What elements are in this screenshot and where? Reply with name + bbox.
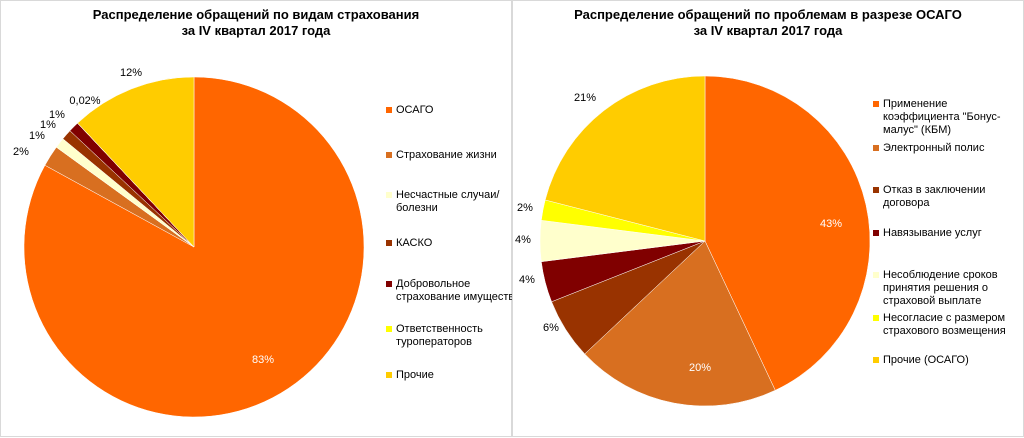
data-label: 2% xyxy=(517,202,533,214)
legend-item: КАСКО xyxy=(386,237,536,250)
legend-label: Навязывание услуг xyxy=(883,227,982,239)
legend-item: Прочие xyxy=(386,369,536,382)
pie-slice xyxy=(584,240,776,407)
legend-item: Навязывание услуг xyxy=(873,227,1023,240)
legend-swatch xyxy=(873,272,879,278)
chart-osago-problems: Распределение обращений по проблемам в р… xyxy=(512,0,1024,437)
legend-swatch xyxy=(873,145,879,151)
title-line: Распределение обращений по видам страхов… xyxy=(92,7,420,22)
legend-swatch xyxy=(386,240,392,246)
legend-item: Страхование жизни xyxy=(386,149,536,162)
legend-swatch xyxy=(386,372,392,378)
legend-item: ОСАГО xyxy=(386,104,536,117)
legend-label: Отказ в заключении договора xyxy=(883,184,986,209)
legend-swatch xyxy=(873,315,879,321)
title-line: за IV квартал 2017 года xyxy=(693,23,843,38)
data-label: 20% xyxy=(689,362,711,374)
pie: 83%2%1%1%1%0,02%12% xyxy=(13,67,365,418)
data-label: 4% xyxy=(519,274,535,286)
legend-label: Страхование жизни xyxy=(396,149,497,161)
legend-item: Несоблюдение сроков принятия решения о с… xyxy=(873,269,1023,308)
legend-swatch xyxy=(873,101,879,107)
legend-swatch xyxy=(386,326,392,332)
data-label: 12% xyxy=(120,67,142,79)
pie-slice xyxy=(544,75,706,242)
title-line: за IV квартал 2017 года xyxy=(181,23,331,38)
data-label: 43% xyxy=(820,218,842,230)
chart-insurance-types: Распределение обращений по видам страхов… xyxy=(0,0,520,437)
legend-item: Несчастные случаи/болезни xyxy=(386,189,536,215)
legend-label: Несчастные случаи/болезни xyxy=(396,189,500,214)
data-label: 1% xyxy=(29,130,45,142)
title-line: Распределение обращений по проблемам в р… xyxy=(574,7,962,22)
legend-swatch xyxy=(386,192,392,198)
legend-label: Электронный полис xyxy=(883,142,985,154)
legend-item: Несогласие с размером страхового возмеще… xyxy=(873,312,1023,338)
legend-item: Ответственность туроператоров xyxy=(386,323,536,349)
data-label: 1% xyxy=(49,109,65,121)
legend-swatch xyxy=(386,107,392,113)
legend-item: Прочие (ОСАГО) xyxy=(873,354,1023,367)
pie-slice xyxy=(77,76,195,248)
chart-title: Распределение обращений по проблемам в р… xyxy=(513,7,1023,39)
legend-item: Отказ в заключении договора xyxy=(873,184,1023,210)
legend-label: КАСКО xyxy=(396,237,433,249)
legend-item: Добровольное страхование имущества xyxy=(386,278,536,304)
data-label: 4% xyxy=(515,234,531,246)
legend-label: Добровольное страхование имущества xyxy=(396,278,521,303)
legend-swatch xyxy=(873,357,879,363)
data-label: 6% xyxy=(543,322,559,334)
pie-slice xyxy=(23,76,365,418)
legend-label: ОСАГО xyxy=(396,104,434,116)
legend-swatch xyxy=(386,152,392,158)
data-label: 0,02% xyxy=(69,95,100,107)
data-label: 2% xyxy=(13,146,29,158)
chart-title: Распределение обращений по видам страхов… xyxy=(1,7,511,39)
legend-swatch xyxy=(386,281,392,287)
legend-label: Прочие (ОСАГО) xyxy=(883,354,969,366)
pie-slice xyxy=(704,75,871,391)
legend-label: Применение коэффициента "Бонус-малус" (К… xyxy=(883,98,1001,136)
data-label: 1% xyxy=(40,119,56,131)
pie: 43% 20% 6% 4% 4% 2% 21% xyxy=(515,75,871,407)
legend-label: Ответственность туроператоров xyxy=(396,323,483,348)
legend-item: Электронный полис xyxy=(873,142,1023,155)
data-label: 21% xyxy=(574,92,596,104)
legend-label: Несогласие с размером страхового возмеще… xyxy=(883,312,1006,337)
legend-swatch xyxy=(873,230,879,236)
legend-label: Несоблюдение сроков принятия решения о с… xyxy=(883,269,998,307)
legend-item: Применение коэффициента "Бонус-малус" (К… xyxy=(873,98,1023,137)
legend-label: Прочие xyxy=(396,369,434,381)
legend-swatch xyxy=(873,187,879,193)
data-label: 83% xyxy=(252,354,274,366)
